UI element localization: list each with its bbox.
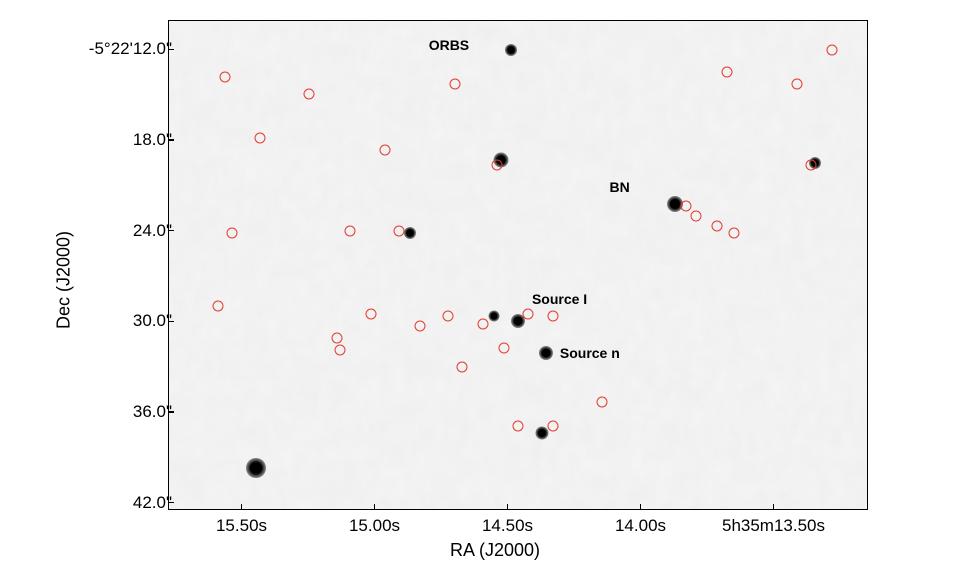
catalog-marker [523,308,534,319]
catalog-marker [711,220,722,231]
detected-source [536,427,549,440]
xtick-label: 14.50s [482,516,533,536]
detected-source [488,311,499,322]
xtick-mark [507,504,509,510]
catalog-marker [596,396,607,407]
ytick-label: -5°22'12.0" [89,39,172,59]
xtick-label: 15.50s [216,516,267,536]
source-label: Source I [532,291,587,307]
catalog-marker [366,308,377,319]
detected-source [404,227,416,239]
y-axis-label: Dec (J2000) [54,231,75,329]
catalog-marker [457,362,468,373]
catalog-marker [380,145,391,156]
catalog-marker [335,345,346,356]
catalog-marker [212,301,223,312]
catalog-marker [226,228,237,239]
catalog-marker [690,211,701,222]
catalog-marker [331,333,342,344]
catalog-marker [827,45,838,56]
catalog-marker [443,311,454,322]
catalog-marker [303,89,314,100]
ytick-label: 18.0" [133,130,172,150]
catalog-marker [345,225,356,236]
catalog-marker [547,311,558,322]
astronomy-figure: Dec (J2000) RA (J2000) ORBSBNSource ISou… [110,10,880,550]
catalog-marker [492,159,503,170]
catalog-marker [415,321,426,332]
source-label: Source n [560,345,620,361]
xtick-label: 5h35m13.50s [722,516,825,536]
catalog-marker [729,228,740,239]
x-axis-label: RA (J2000) [450,540,540,561]
xtick-mark [374,504,376,510]
catalog-marker [792,79,803,90]
catalog-marker [722,67,733,78]
detected-source [505,44,517,56]
catalog-marker [513,421,524,432]
detected-source [539,346,553,360]
catalog-marker [450,79,461,90]
catalog-marker [254,133,265,144]
source-label: ORBS [429,37,469,53]
catalog-marker [394,225,405,236]
catalog-marker [219,72,230,83]
source-label: BN [609,179,629,195]
catalog-marker [806,159,817,170]
xtick-label: 14.00s [615,516,666,536]
xtick-mark [773,504,775,510]
background-texture [169,21,867,510]
catalog-marker [547,421,558,432]
ytick-label: 30.0" [133,311,172,331]
xtick-mark [640,504,642,510]
xtick-label: 15.00s [349,516,400,536]
ytick-label: 36.0" [133,402,172,422]
xtick-mark [241,504,243,510]
catalog-marker [680,201,691,212]
ytick-label: 24.0" [133,221,172,241]
plot-area: ORBS BN Source I Source n [168,20,868,510]
catalog-marker [478,318,489,329]
ytick-label: 42.0" [133,493,172,513]
catalog-marker [499,342,510,353]
detected-source [246,458,266,478]
